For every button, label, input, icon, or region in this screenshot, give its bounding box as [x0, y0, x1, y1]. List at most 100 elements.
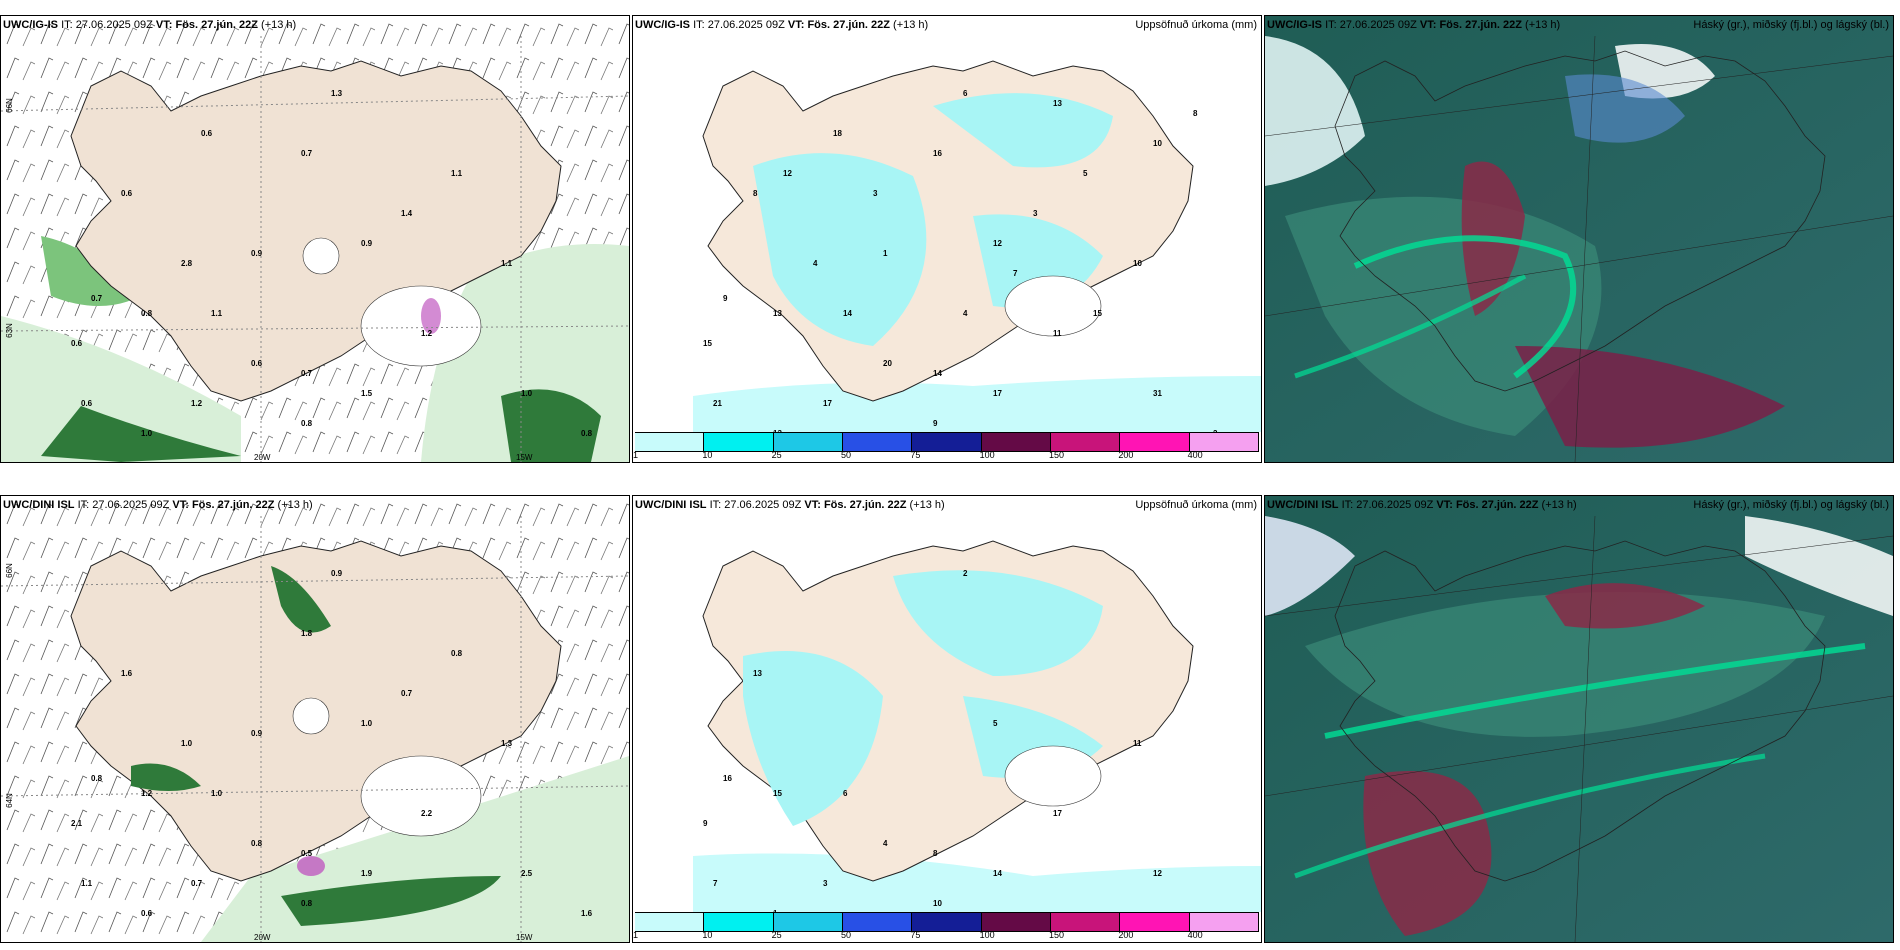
value-label: 6	[843, 789, 848, 798]
value-label: 2.5	[521, 869, 533, 878]
panel-clouds-igis: UWC/IG-IS IT: 27.06.2025 09Z VT: Fös. 27…	[1264, 15, 1894, 463]
legend-swatch	[1050, 913, 1121, 931]
value-label: 2	[963, 569, 968, 578]
legend-tick: 10	[702, 450, 713, 460]
value-label: 0.6	[201, 129, 213, 138]
legend-swatch	[635, 433, 705, 451]
value-label: 9	[703, 819, 708, 828]
legend-swatch	[773, 913, 843, 931]
value-label: 0.6	[71, 339, 83, 348]
value-label: 7	[1013, 269, 1018, 278]
value-label: 1.4	[401, 209, 413, 218]
init-time: 27.06.2025 09Z	[724, 499, 802, 511]
cloud-map	[1265, 496, 1893, 942]
value-label: 13	[1053, 99, 1062, 108]
value-label: 15	[1093, 309, 1102, 318]
lead-time: (+13 h)	[893, 19, 929, 31]
value-label: 0.6	[251, 359, 263, 368]
valid-time: Fös. 27.jún. 22Z	[1455, 499, 1539, 511]
value-label: 0.6	[141, 909, 153, 918]
value-label: 0.9	[331, 569, 343, 578]
value-label: 1.1	[501, 259, 513, 268]
value-label: 1	[883, 249, 888, 258]
value-label: 14	[993, 869, 1002, 878]
legend-swatch	[842, 913, 913, 931]
value-label: 0.6	[121, 189, 133, 198]
value-label: 1.3	[331, 89, 343, 98]
value-label: 1.0	[141, 429, 153, 438]
value-label: 0.7	[191, 879, 203, 888]
value-label: 1.0	[361, 719, 373, 728]
value-label: 8	[753, 189, 758, 198]
init-time: 27.06.2025 09Z	[1356, 499, 1434, 511]
field-title: Háský (gr.), miðský (fj.bl.) og lágský (…	[1693, 499, 1889, 511]
lead-time: (+13 h)	[277, 499, 313, 511]
value-label: 0.8	[251, 839, 263, 848]
value-label: 1.5	[361, 389, 373, 398]
value-label: 0.7	[401, 689, 413, 698]
value-label: 1.2	[141, 789, 153, 798]
value-label: 8	[1193, 109, 1198, 118]
legend-tick: 25	[771, 930, 782, 940]
value-label: 11	[1133, 739, 1142, 748]
legend-tick: 100	[979, 450, 995, 460]
legend-tick: 200	[1118, 450, 1134, 460]
value-label: 4	[883, 839, 888, 848]
value-label: 3	[1033, 209, 1038, 218]
panel-wind-dini: UWC/DINI ISL IT: 27.06.2025 09Z VT: Fös.…	[0, 495, 630, 943]
value-label: 10	[1153, 139, 1162, 148]
wind-map: 1.3 0.6 0.9 1.1 0.7 0.8 1.1 0.6 0.6 0.7 0.6 1.2 1.0 0…	[1, 16, 629, 462]
value-label: 1.1	[81, 879, 93, 888]
legend-tick: 50	[841, 450, 852, 460]
value-label: 7	[713, 879, 718, 888]
value-label: 1.1	[211, 309, 223, 318]
valid-time: Fös. 27.jún. 22Z	[1439, 19, 1522, 31]
value-label: 10	[1133, 259, 1142, 268]
value-label: 0.6	[81, 399, 93, 408]
valid-time: Fös. 27.jún. 22Z	[807, 19, 890, 31]
legend-tick: 150	[1049, 930, 1065, 940]
value-label: 0.7	[301, 149, 313, 158]
legend-swatch	[773, 433, 843, 451]
lon-label: 15W	[516, 933, 533, 942]
panel-header: UWC/IG-IS IT: 27.06.2025 09Z VT: Fös. 27…	[3, 19, 297, 31]
value-label: 4	[963, 309, 968, 318]
legend-tick: 75	[910, 450, 921, 460]
field-title: Háský (gr.), miðský (fj.bl.) og lágský (…	[1693, 19, 1889, 31]
legend-swatch	[912, 913, 982, 931]
legend-swatch	[842, 433, 913, 451]
field-title: Uppsöfnuð úrkoma (mm)	[1135, 499, 1257, 511]
legend-swatch	[1120, 433, 1190, 451]
legend-tick: 200	[1118, 930, 1134, 940]
legend-swatch	[635, 913, 705, 931]
value-label: 1.2	[421, 329, 433, 338]
legend-tick: 10	[702, 930, 713, 940]
legend-swatch	[981, 913, 1051, 931]
value-label: 0.9	[251, 249, 263, 258]
model-name: UWC/IG-IS	[1267, 19, 1322, 31]
lead-time: (+13 h)	[909, 499, 945, 511]
panel-header: UWC/DINI ISL IT: 27.06.2025 09Z VT: Fös.…	[3, 499, 313, 511]
value-label: 0.9	[361, 239, 373, 248]
value-label: 0.8	[301, 899, 313, 908]
cloud-map	[1265, 16, 1893, 462]
value-label: 1.2	[191, 399, 203, 408]
legend-swatch	[704, 433, 774, 451]
model-name: UWC/DINI ISL	[635, 499, 707, 511]
legend-swatch	[1189, 913, 1259, 931]
legend-swatch	[981, 433, 1051, 451]
value-label: 4	[813, 259, 818, 268]
legend-swatch	[912, 433, 982, 451]
value-label: 11	[1053, 329, 1062, 338]
legend-tick: 400	[1187, 450, 1203, 460]
value-label: 17	[993, 389, 1002, 398]
value-label: 5	[1083, 169, 1088, 178]
lead-time: (+13 h)	[1541, 499, 1577, 511]
precip-map: 6812109131415201421171391711312314516181…	[633, 16, 1261, 462]
value-label: 9	[933, 419, 938, 428]
value-label: 13	[753, 669, 762, 678]
precip-map: 2 13 5 11 16 15 6 9 4 8 7 3 1 10 14 17 12	[633, 496, 1261, 942]
value-label: 1.6	[581, 909, 593, 918]
value-label: 3	[823, 879, 828, 888]
legend-swatch	[704, 913, 774, 931]
